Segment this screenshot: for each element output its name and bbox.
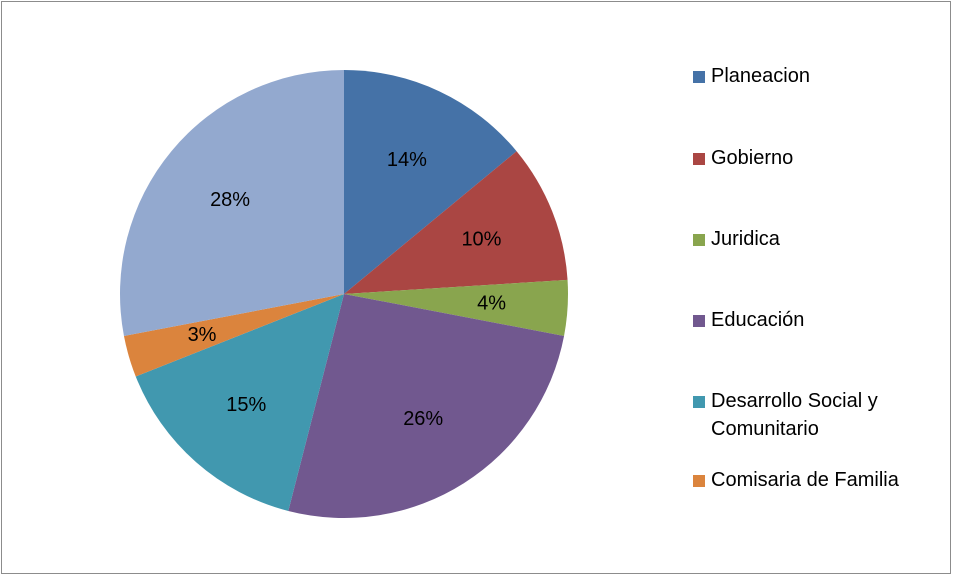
data-label: 4%: [477, 292, 506, 314]
legend-item-educacion: Educación: [693, 306, 947, 334]
legend-item-planeacion: Planeacion: [693, 62, 947, 90]
pie-slices: [119, 70, 568, 518]
legend-swatch: [693, 71, 705, 83]
legend-swatch: [693, 396, 705, 408]
legend-item-juridica: Juridica: [693, 225, 947, 253]
legend-label: Gobierno: [711, 147, 794, 169]
legend-label: Educación: [711, 309, 805, 331]
pie-slice: [119, 70, 344, 336]
legend-label: Desarrollo Social y Comunitario: [711, 390, 878, 440]
pie-slice: [344, 279, 568, 336]
legend-label: Planeacion: [711, 65, 810, 87]
legend-item-desarrollo-social: Desarrollo Social y Comunitario: [693, 387, 926, 443]
legend-swatch: [693, 153, 705, 165]
legend-label: Comisaria de Familia: [711, 469, 899, 491]
data-label: 26%: [403, 408, 443, 430]
data-label: 15%: [226, 394, 266, 416]
legend-swatch: [693, 475, 705, 487]
legend-item-gobierno: Gobierno: [693, 144, 947, 172]
pie-data-labels: 14% 10% 4% 26% 15% 3% 28%: [188, 149, 507, 430]
legend-swatch: [693, 315, 705, 327]
pie-slice: [135, 294, 344, 511]
data-label: 3%: [188, 324, 217, 346]
data-label: 28%: [210, 189, 250, 211]
legend-item-comisaria-de-familia: Comisaria de Familia: [693, 466, 947, 494]
data-label: 10%: [461, 229, 501, 251]
data-label: 14%: [387, 149, 427, 171]
pie-slice: [344, 151, 568, 294]
pie-slice: [288, 294, 565, 518]
pie-slice: [344, 70, 517, 294]
legend-swatch: [693, 234, 705, 246]
pie-slice: [123, 294, 345, 377]
legend-label: Juridica: [711, 228, 780, 250]
